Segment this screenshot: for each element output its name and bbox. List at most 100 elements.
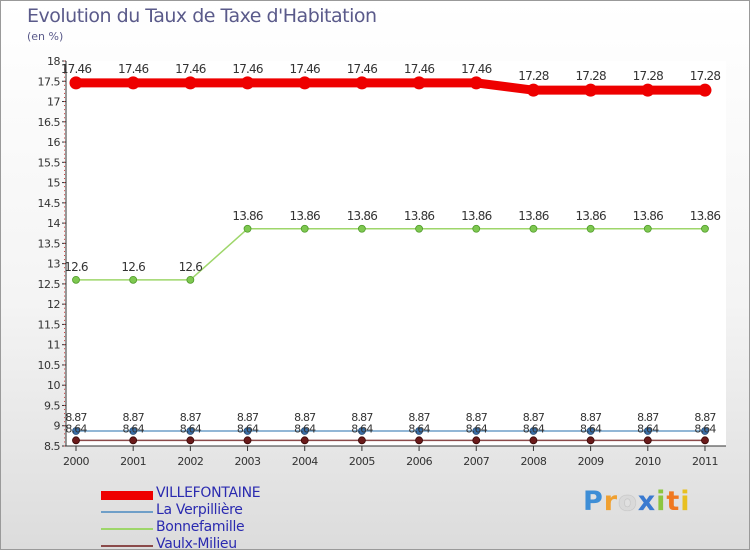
data-label-2: 13.86 xyxy=(518,209,549,223)
data-point-0 xyxy=(412,76,426,90)
legend-swatch xyxy=(101,490,153,500)
data-point-0 xyxy=(355,76,369,90)
legend-swatch xyxy=(101,528,153,530)
y-minor-tick xyxy=(64,295,65,297)
data-label-3: 8.64 xyxy=(180,422,202,435)
data-point-2 xyxy=(643,224,652,233)
y-minor-tick xyxy=(64,149,65,151)
legend-item: La Verpillière xyxy=(101,502,321,520)
y-minor-tick xyxy=(64,332,65,334)
data-point-2 xyxy=(72,275,80,284)
data-point-0 xyxy=(126,76,140,90)
data-label-0: 17.46 xyxy=(61,62,92,76)
y-minor-tick xyxy=(64,101,65,103)
y-minor-tick xyxy=(64,348,65,350)
y-tick-label: 12 xyxy=(47,298,60,311)
data-point-1 xyxy=(357,427,366,435)
y-minor-tick xyxy=(64,242,65,244)
data-point-2 xyxy=(415,224,423,233)
x-tick-label: 2004 xyxy=(292,455,318,468)
data-label-1: 8.87 xyxy=(65,411,87,424)
y-minor-tick xyxy=(64,388,65,390)
data-label-2: 13.86 xyxy=(690,209,721,223)
data-point-3 xyxy=(129,436,138,445)
x-tick-label: 2010 xyxy=(635,455,661,468)
legend-label: Vaulx-Milieu xyxy=(156,536,237,552)
y-minor-tick xyxy=(64,117,65,119)
y-minor-tick xyxy=(64,222,65,224)
y-minor-tick xyxy=(64,206,65,208)
y-minor-tick xyxy=(64,121,65,123)
data-label-2: 13.86 xyxy=(347,209,378,223)
data-label-1: 8.87 xyxy=(580,411,602,424)
y-minor-tick xyxy=(64,421,65,423)
y-minor-tick xyxy=(64,64,65,66)
y-minor-tick xyxy=(64,429,65,431)
legend-swatch xyxy=(101,545,153,547)
x-tick-label: 2001 xyxy=(120,455,146,468)
data-point-3 xyxy=(643,436,652,445)
y-minor-tick xyxy=(64,299,65,301)
data-point-3 xyxy=(357,436,366,445)
y-minor-tick xyxy=(64,271,65,273)
proxiti-logo: Proxiti xyxy=(583,486,691,517)
y-minor-tick xyxy=(64,327,65,329)
y-minor-tick xyxy=(64,392,65,394)
y-minor-tick xyxy=(64,255,65,257)
y-minor-tick xyxy=(64,60,65,62)
data-label-2: 13.86 xyxy=(575,209,606,223)
data-point-2 xyxy=(529,224,538,233)
y-minor-tick xyxy=(64,218,65,220)
data-point-2 xyxy=(701,224,709,233)
data-label-1: 8.87 xyxy=(637,411,659,424)
data-point-1 xyxy=(586,427,595,435)
chart-legend: VILLEFONTAINE La Verpillière Bonnefamille V… xyxy=(101,485,321,554)
data-point-0 xyxy=(584,83,598,97)
data-label-0: 17.28 xyxy=(575,69,606,83)
chart-subtitle: (en %) xyxy=(27,30,64,43)
y-minor-tick xyxy=(64,173,65,175)
y-minor-tick xyxy=(64,234,65,236)
data-point-2 xyxy=(129,275,138,284)
y-tick-label: 9.5 xyxy=(44,399,60,412)
data-label-0: 17.46 xyxy=(290,62,321,76)
plot-area xyxy=(66,61,726,446)
y-minor-tick xyxy=(64,384,65,386)
data-label-0: 17.28 xyxy=(690,69,721,83)
data-label-1: 8.87 xyxy=(694,411,716,424)
data-point-1 xyxy=(300,427,309,435)
x-tick-label: 2009 xyxy=(578,455,604,468)
y-minor-tick xyxy=(64,129,65,131)
y-minor-tick xyxy=(64,169,65,171)
data-point-2 xyxy=(472,224,481,233)
y-minor-tick xyxy=(64,279,65,281)
data-label-3: 8.64 xyxy=(65,422,87,435)
y-minor-tick xyxy=(64,344,65,346)
y-minor-tick xyxy=(64,433,65,435)
y-minor-tick xyxy=(64,165,65,167)
y-minor-tick xyxy=(64,182,65,184)
legend-swatch xyxy=(101,511,153,513)
legend-label: Bonnefamille xyxy=(156,519,245,535)
data-label-2: 13.86 xyxy=(404,209,435,223)
data-point-1 xyxy=(529,427,538,435)
y-tick-label: 16.5 xyxy=(38,116,61,129)
data-label-3: 8.64 xyxy=(408,422,430,435)
data-label-1: 8.87 xyxy=(180,411,202,424)
data-point-0 xyxy=(298,76,312,90)
x-tick-label: 2006 xyxy=(406,455,432,468)
legend-label: VILLEFONTAINE xyxy=(156,485,261,501)
y-minor-tick xyxy=(64,250,65,252)
y-minor-tick xyxy=(64,356,65,358)
data-point-3 xyxy=(586,436,595,445)
y-minor-tick xyxy=(64,364,65,366)
data-point-1 xyxy=(186,427,195,435)
y-minor-tick xyxy=(64,360,65,362)
y-minor-tick xyxy=(64,84,65,86)
data-label-3: 8.64 xyxy=(637,422,659,435)
y-minor-tick xyxy=(64,437,65,439)
data-label-0: 17.46 xyxy=(461,62,492,76)
data-point-3 xyxy=(243,436,252,445)
data-point-2 xyxy=(186,275,195,284)
